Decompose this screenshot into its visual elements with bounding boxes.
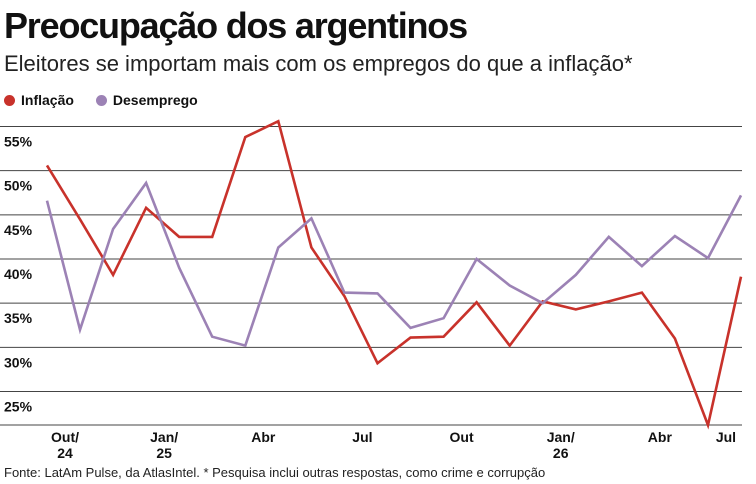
series-line-inflacao xyxy=(45,119,743,430)
x-tick-label: Jul xyxy=(352,429,372,445)
x-tick-label: Out xyxy=(450,429,474,445)
y-tick-label-55: 55% xyxy=(4,134,33,150)
y-axis-labels: 25% 30% 35% 40% 45% 50% 55% xyxy=(4,134,33,415)
source-footnote: Fonte: LatAm Pulse, da AtlasIntel. * Pes… xyxy=(4,465,546,480)
y-tick-label-30: 30% xyxy=(4,354,33,370)
legend-item-desemprego: Desemprego xyxy=(95,92,198,108)
y-tick-label-45: 45% xyxy=(4,222,33,238)
chart-subtitle: Eleitores se importam mais com os empreg… xyxy=(4,51,633,76)
y-tick-label-35: 35% xyxy=(4,310,33,326)
legend-item-inflacao: Inflação xyxy=(4,92,74,108)
x-tick-label: Jan/25 xyxy=(150,429,178,461)
chart-title: Preocupação dos argentinos xyxy=(4,5,468,46)
y-tick-label-40: 40% xyxy=(4,266,33,282)
legend-swatch-inflacao xyxy=(4,94,15,106)
line-chart: 25% 30% 35% 40% 45% 50% 55% Out/24 Jan/25 Abr Jul… xyxy=(0,119,743,461)
legend: Inflação Desemprego xyxy=(4,92,220,108)
legend-label-desemprego: Desemprego xyxy=(112,92,198,108)
legend-label-inflacao: Inflação xyxy=(21,92,74,108)
grid-lines xyxy=(0,126,742,426)
x-tick-label: Abr xyxy=(251,429,276,445)
series-line-desemprego xyxy=(45,180,743,348)
x-axis-labels: Out/24 Jan/25 Abr Jul Out Jan/26 Abr Jul xyxy=(51,429,736,461)
x-tick-label: Out/24 xyxy=(51,429,79,461)
series-lines xyxy=(45,119,743,430)
y-tick-label-25: 25% xyxy=(4,399,33,415)
x-tick-label: Abr xyxy=(648,429,673,445)
legend-swatch-desemprego xyxy=(95,94,107,106)
x-tick-label: Jan/26 xyxy=(547,429,575,461)
x-tick-label: Jul xyxy=(716,429,736,445)
y-tick-label-50: 50% xyxy=(4,178,33,194)
